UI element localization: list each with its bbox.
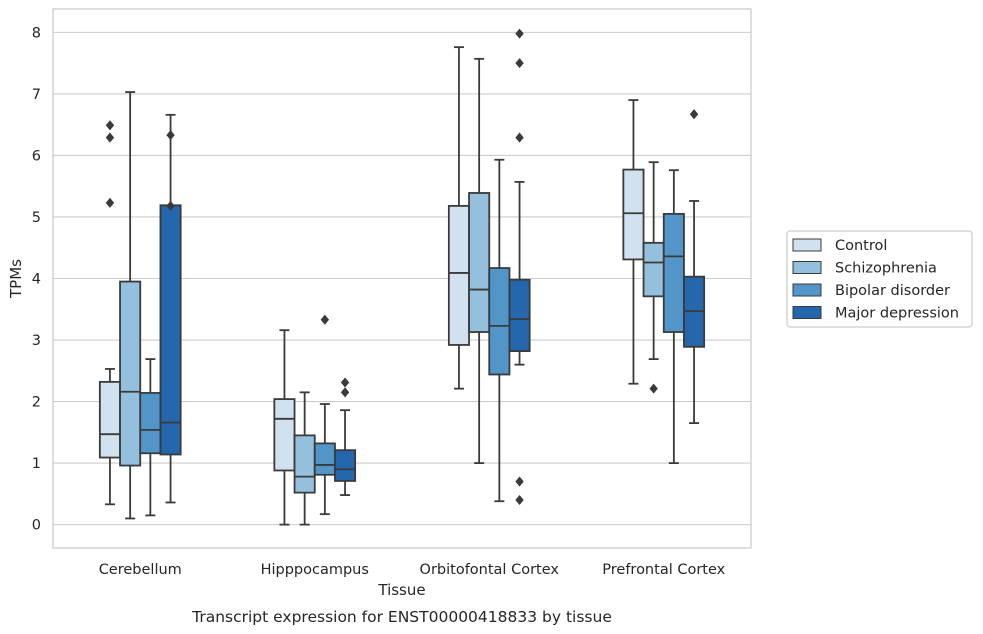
outliers-extra xyxy=(105,120,115,208)
box-iqr xyxy=(662,212,685,333)
outlier-point xyxy=(340,377,350,388)
box-iqr xyxy=(98,380,121,459)
box-0-0 xyxy=(98,368,121,506)
y-axis-ticks: 0 1 2 3 4 5 6 7 8 xyxy=(32,25,41,533)
x-tick-label: Prefrontal Cortex xyxy=(602,562,725,578)
box-2-2 xyxy=(488,158,511,503)
box-1-3 xyxy=(334,377,357,496)
box-2-0 xyxy=(447,46,470,390)
box-2-1 xyxy=(468,57,491,464)
outlier-point xyxy=(515,132,524,143)
box-3-1 xyxy=(642,161,665,394)
box-iqr xyxy=(642,241,665,298)
legend-label: Control xyxy=(835,238,887,254)
outlier-point xyxy=(166,130,175,141)
x-tick-label: Orbitofontal Cortex xyxy=(420,562,560,578)
outlier-point xyxy=(689,109,699,120)
legend-swatch xyxy=(792,238,822,252)
y-tick-label: 4 xyxy=(32,272,41,288)
legend: Control Schizophrenia Bipolar disorder Majo… xyxy=(786,230,973,328)
box-iqr xyxy=(468,192,491,333)
box-iqr xyxy=(508,278,531,353)
legend-label: Major depression xyxy=(835,306,959,322)
box-1-0 xyxy=(273,329,296,526)
outlier-point xyxy=(515,58,524,69)
outlier-point xyxy=(105,197,115,208)
outlier-point xyxy=(515,28,524,39)
y-tick-label: 1 xyxy=(32,456,41,472)
box-0-3 xyxy=(159,113,182,504)
box-iqr xyxy=(293,434,316,494)
box-iqr xyxy=(488,267,511,376)
legend-swatch xyxy=(792,306,822,319)
y-axis-title: TPMs xyxy=(7,259,25,299)
box-iqr xyxy=(139,392,162,455)
outlier-point xyxy=(649,383,658,394)
y-tick-label: 0 xyxy=(32,518,41,534)
legend-swatch xyxy=(792,261,822,274)
box-3-0 xyxy=(622,99,645,385)
outlier-point xyxy=(105,132,115,143)
outlier-point xyxy=(515,494,524,506)
outlier-point xyxy=(340,387,350,398)
x-tick-label: Hipppocampus xyxy=(261,562,369,578)
box-3-2 xyxy=(662,169,685,464)
y-tick-label: 5 xyxy=(32,210,41,226)
x-tick-label: Cerebellum xyxy=(99,562,182,578)
y-tick-label: 2 xyxy=(32,395,41,411)
box-3-3 xyxy=(683,109,706,424)
box-iqr xyxy=(622,168,645,261)
y-tick-label: 7 xyxy=(32,87,41,103)
boxes xyxy=(98,28,706,526)
x-axis-ticks: Cerebellum Hipppocampus Orbitofontal Corte… xyxy=(99,562,726,578)
outlier-point xyxy=(515,476,524,487)
box-iqr xyxy=(313,442,336,476)
outlier-point xyxy=(105,120,115,131)
box-0-2 xyxy=(139,358,162,517)
y-tick-label: 3 xyxy=(32,333,41,349)
legend-label: Schizophrenia xyxy=(835,261,937,277)
box-iqr xyxy=(447,204,470,346)
y-tick-label: 8 xyxy=(32,25,41,41)
x-axis-title: Tissue xyxy=(377,581,425,599)
box-iqr xyxy=(119,280,142,467)
legend-label: Bipolar disorder xyxy=(835,283,950,299)
box-0-1 xyxy=(119,91,142,520)
box-iqr xyxy=(334,449,357,482)
box-2-3 xyxy=(508,28,531,506)
axes-frame xyxy=(52,8,752,549)
legend-frame xyxy=(786,230,973,328)
legend-swatch xyxy=(792,283,822,297)
box-iqr xyxy=(273,398,296,472)
chart-caption: Transcript expression for ENST0000041883… xyxy=(191,608,612,626)
outlier-point xyxy=(320,314,330,325)
plot-border xyxy=(52,8,752,549)
box-iqr xyxy=(159,204,182,456)
box-1-2 xyxy=(313,314,336,516)
y-tick-label: 6 xyxy=(32,148,41,164)
box-1-1 xyxy=(293,391,316,526)
outlier-point xyxy=(166,200,175,211)
